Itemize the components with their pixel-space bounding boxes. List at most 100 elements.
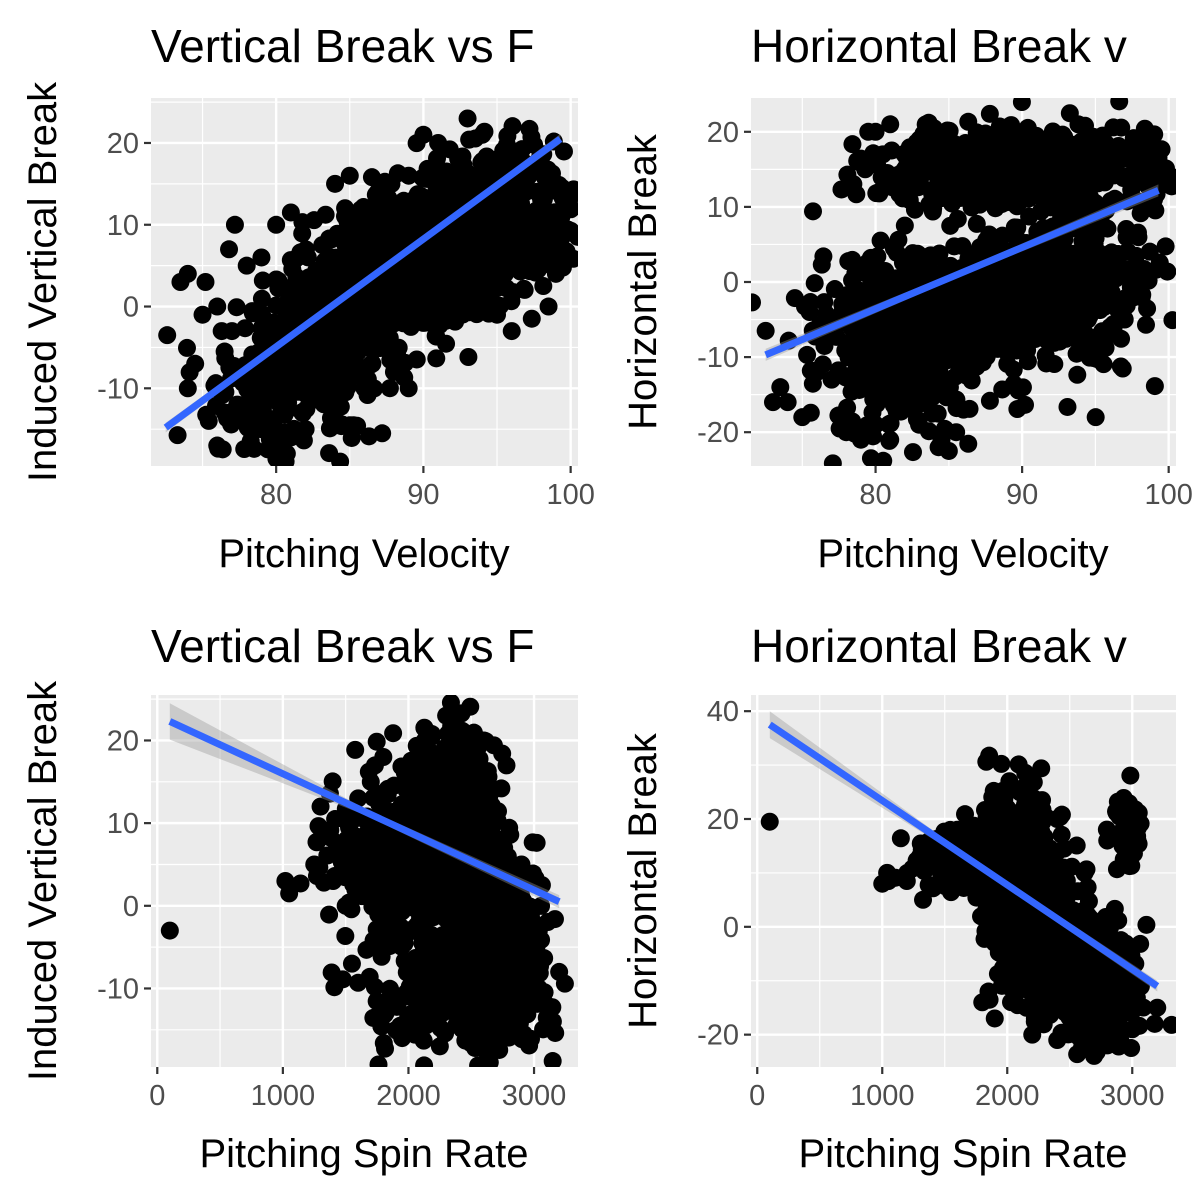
data-point: [456, 272, 475, 291]
data-point: [342, 428, 361, 447]
data-point: [910, 257, 929, 276]
data-point: [1044, 198, 1063, 217]
data-point: [385, 308, 404, 327]
data-point: [1058, 397, 1077, 416]
data-point: [384, 362, 403, 381]
data-point: [868, 247, 887, 266]
data-point: [252, 420, 271, 439]
data-point: [939, 122, 958, 141]
data-point: [1069, 115, 1088, 134]
data-point: [756, 321, 775, 340]
data-point: [1073, 334, 1092, 353]
data-point: [430, 316, 449, 335]
data-point: [281, 203, 300, 222]
data-point: [427, 349, 446, 368]
data-point: [515, 280, 534, 299]
data-point: [344, 257, 363, 276]
data-point: [413, 265, 432, 284]
data-point: [910, 415, 929, 434]
data-point: [386, 291, 405, 310]
data-point: [527, 833, 546, 852]
x-tick-label: 100: [546, 479, 594, 511]
data-point: [497, 279, 516, 298]
data-point: [939, 441, 958, 460]
data-point: [881, 430, 900, 449]
data-point: [900, 191, 919, 210]
data-point: [220, 240, 239, 259]
data-point: [336, 236, 355, 255]
data-point: [525, 869, 544, 888]
data-point: [459, 348, 478, 367]
data-point: [798, 345, 817, 364]
data-point: [1086, 408, 1105, 427]
data-point: [348, 318, 367, 337]
data-point: [297, 240, 316, 259]
data-point: [449, 289, 468, 308]
data-point: [807, 363, 826, 382]
data-point: [1050, 332, 1069, 351]
data-point: [435, 236, 454, 255]
data-point: [1059, 293, 1078, 312]
data-point: [923, 202, 942, 221]
data-point: [843, 135, 862, 154]
data-point: [887, 370, 906, 389]
data-point: [415, 719, 434, 738]
data-point: [881, 115, 900, 134]
data-point: [268, 423, 287, 442]
y-axis-label: Induced Vertical Break: [21, 680, 65, 1081]
data-point: [751, 293, 762, 312]
data-point: [296, 420, 315, 439]
data-point: [1047, 258, 1066, 277]
data-point: [1071, 160, 1090, 179]
data-point: [267, 215, 286, 234]
data-point: [380, 379, 399, 398]
data-point: [962, 371, 981, 390]
data-point: [886, 345, 905, 364]
data-point: [967, 123, 986, 142]
data-point: [357, 219, 376, 238]
data-point: [962, 272, 981, 291]
data-point: [879, 415, 898, 434]
data-point: [912, 349, 931, 368]
data-point: [538, 913, 557, 932]
data-point: [464, 774, 483, 793]
data-point: [1156, 237, 1175, 256]
data-point: [822, 370, 841, 389]
data-point: [1131, 285, 1150, 304]
data-point: [235, 440, 254, 459]
data-point: [546, 264, 565, 283]
data-point: [987, 268, 1006, 287]
data-point: [859, 122, 878, 141]
data-point: [186, 354, 205, 373]
data-point: [933, 182, 952, 201]
data-point: [1031, 324, 1050, 343]
data-point: [538, 160, 557, 179]
data-point: [196, 273, 215, 291]
data-point: [326, 174, 345, 193]
data-point: [943, 194, 962, 213]
data-point: [871, 231, 890, 250]
chart-title: Vertical Break vs F: [151, 620, 534, 672]
chart-title: Vertical Break vs F: [151, 20, 534, 72]
data-point: [329, 336, 348, 355]
data-point: [971, 238, 990, 257]
data-point: [514, 1025, 533, 1044]
data-point: [367, 732, 386, 751]
panel-horizontal-break-vs-velocity: Horizontal Break v Pitching Velocity Hor…: [621, 20, 1193, 576]
data-point: [484, 155, 503, 174]
data-point: [1086, 333, 1105, 352]
data-point: [503, 194, 522, 213]
data-point: [1140, 242, 1159, 261]
data-point: [417, 169, 436, 188]
data-point: [264, 313, 283, 332]
data-point: [541, 227, 560, 246]
data-point: [1115, 310, 1134, 329]
data-point: [861, 449, 880, 466]
y-axis-label: Horizontal Break: [621, 133, 665, 430]
data-point: [252, 248, 271, 267]
data-point: [414, 313, 433, 332]
data-point: [304, 388, 323, 407]
data-point: [532, 191, 551, 210]
data-point: [463, 824, 482, 843]
